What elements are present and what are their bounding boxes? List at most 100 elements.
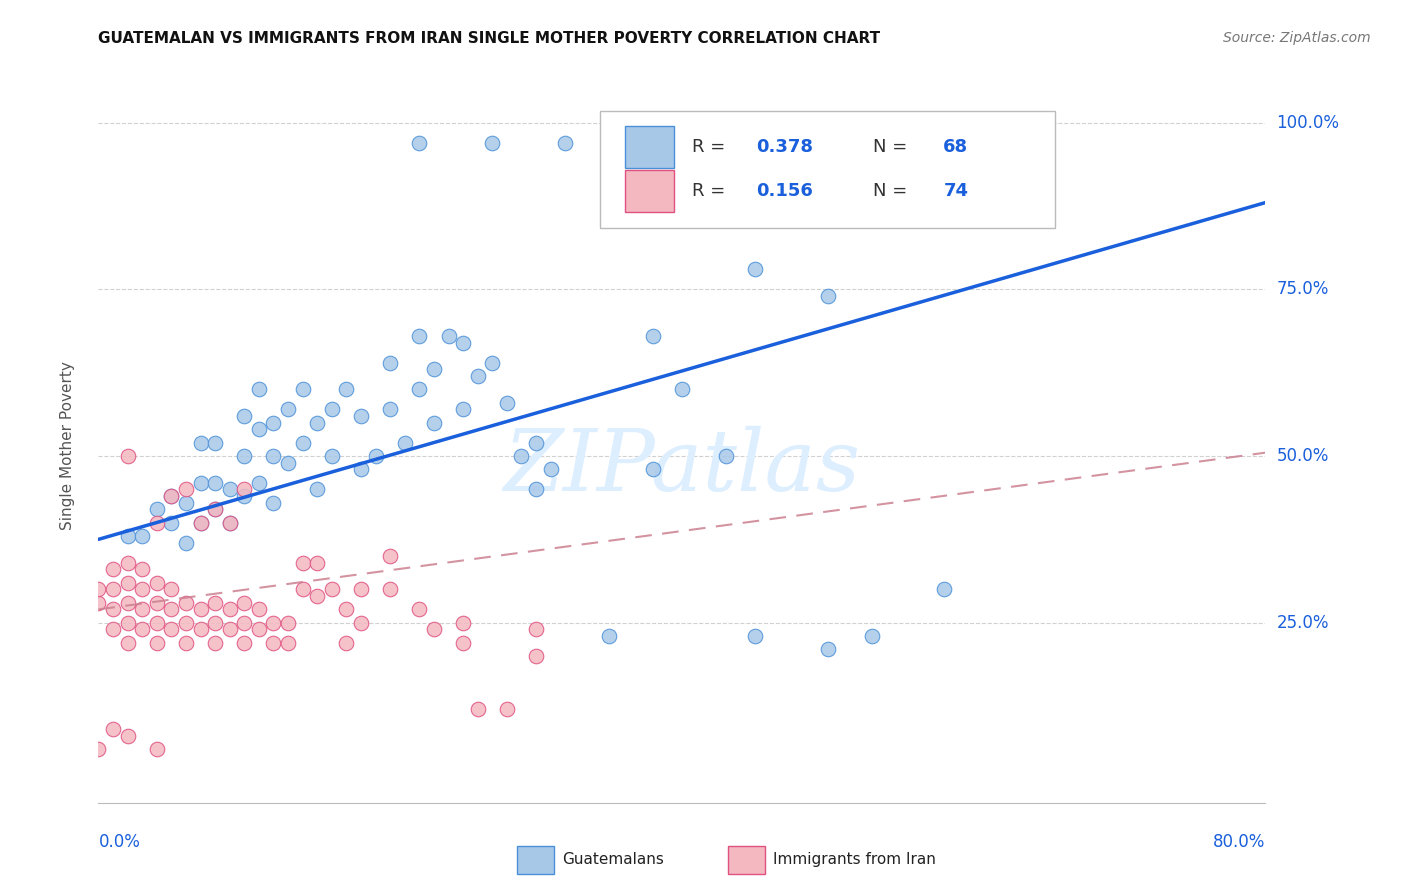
- Point: [350, 615, 373, 630]
- Point: [378, 402, 402, 417]
- Text: Immigrants from Iran: Immigrants from Iran: [773, 853, 936, 867]
- Point: [101, 562, 124, 576]
- Point: [131, 562, 153, 576]
- Point: [364, 449, 387, 463]
- FancyBboxPatch shape: [624, 126, 673, 168]
- Point: [451, 636, 474, 650]
- Point: [87, 596, 110, 610]
- Point: [291, 556, 314, 570]
- Point: [204, 615, 226, 630]
- Point: [101, 623, 124, 637]
- Point: [204, 636, 226, 650]
- Point: [247, 382, 270, 396]
- Point: [524, 435, 547, 450]
- Point: [277, 402, 299, 417]
- Point: [233, 596, 256, 610]
- Point: [117, 729, 139, 743]
- Point: [233, 449, 256, 463]
- Point: [204, 435, 226, 450]
- Point: [495, 395, 517, 409]
- Point: [540, 462, 562, 476]
- Point: [174, 535, 197, 549]
- Point: [190, 602, 212, 616]
- Point: [481, 136, 503, 150]
- Point: [160, 623, 183, 637]
- Text: 75.0%: 75.0%: [1277, 280, 1329, 298]
- Point: [321, 582, 343, 597]
- Point: [934, 582, 956, 597]
- Point: [218, 516, 240, 530]
- Point: [146, 742, 169, 756]
- Point: [671, 382, 693, 396]
- Point: [87, 582, 110, 597]
- Point: [423, 623, 446, 637]
- Point: [160, 489, 183, 503]
- Point: [233, 489, 256, 503]
- Point: [204, 502, 226, 516]
- Text: Guatemalans: Guatemalans: [562, 853, 664, 867]
- Point: [218, 483, 240, 497]
- Point: [218, 623, 240, 637]
- Point: [117, 636, 139, 650]
- FancyBboxPatch shape: [624, 169, 673, 212]
- Point: [190, 475, 212, 490]
- Point: [510, 449, 533, 463]
- Point: [451, 335, 474, 350]
- Point: [117, 449, 139, 463]
- Point: [190, 623, 212, 637]
- Point: [160, 582, 183, 597]
- Point: [146, 615, 169, 630]
- Point: [277, 636, 299, 650]
- Point: [204, 502, 226, 516]
- Point: [247, 475, 270, 490]
- Text: 100.0%: 100.0%: [1277, 113, 1340, 131]
- Point: [247, 422, 270, 436]
- Point: [335, 382, 357, 396]
- Point: [394, 435, 416, 450]
- Point: [321, 449, 343, 463]
- Point: [307, 416, 329, 430]
- Point: [247, 623, 270, 637]
- Point: [233, 636, 256, 650]
- Point: [117, 575, 139, 590]
- Point: [408, 602, 430, 616]
- Point: [641, 329, 664, 343]
- Point: [146, 502, 169, 516]
- Point: [131, 582, 153, 597]
- Point: [307, 589, 329, 603]
- Point: [451, 615, 474, 630]
- Point: [233, 483, 256, 497]
- Point: [204, 596, 226, 610]
- Point: [117, 529, 139, 543]
- Point: [378, 356, 402, 370]
- Point: [277, 615, 299, 630]
- Text: R =: R =: [692, 182, 731, 200]
- Point: [524, 483, 547, 497]
- Point: [262, 496, 284, 510]
- Point: [262, 449, 284, 463]
- Point: [160, 602, 183, 616]
- Point: [277, 456, 299, 470]
- Point: [641, 462, 664, 476]
- Point: [87, 742, 110, 756]
- Point: [262, 636, 284, 650]
- Text: 0.378: 0.378: [756, 137, 814, 155]
- Text: R =: R =: [692, 137, 731, 155]
- Point: [117, 596, 139, 610]
- FancyBboxPatch shape: [600, 111, 1056, 228]
- Point: [146, 516, 169, 530]
- Text: 0.0%: 0.0%: [98, 833, 141, 851]
- Point: [131, 529, 153, 543]
- Point: [817, 642, 839, 657]
- Point: [247, 602, 270, 616]
- Text: 74: 74: [943, 182, 969, 200]
- Point: [174, 596, 197, 610]
- Point: [437, 329, 460, 343]
- Point: [860, 629, 883, 643]
- Point: [117, 556, 139, 570]
- Point: [204, 475, 226, 490]
- Point: [174, 615, 197, 630]
- Point: [378, 549, 402, 563]
- Point: [378, 582, 402, 597]
- Point: [146, 575, 169, 590]
